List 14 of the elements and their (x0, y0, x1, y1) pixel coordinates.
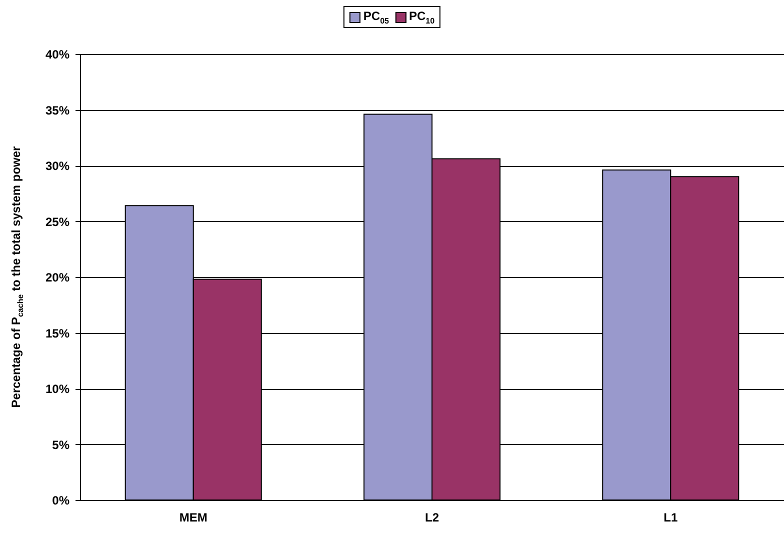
y-tick-label: 30% (45, 159, 70, 173)
legend-label: PC$_{05}$ (363, 9, 389, 26)
y-tick-label: 25% (45, 214, 70, 229)
y-tick-label: 10% (45, 382, 70, 396)
y-tick-label: 35% (45, 103, 70, 118)
x-tick-label: L1 (664, 510, 678, 524)
x-tick-label: MEM (179, 510, 208, 524)
y-tick-label: 15% (45, 326, 70, 340)
y-tick-label: 20% (45, 270, 70, 284)
legend-label: PC$_{10}$ (409, 9, 435, 26)
y-tick-label: 40% (45, 48, 70, 62)
y-tick-label: 5% (52, 438, 70, 452)
x-tick-label: L2 (424, 510, 440, 524)
y-tick-label: 0% (52, 494, 70, 508)
